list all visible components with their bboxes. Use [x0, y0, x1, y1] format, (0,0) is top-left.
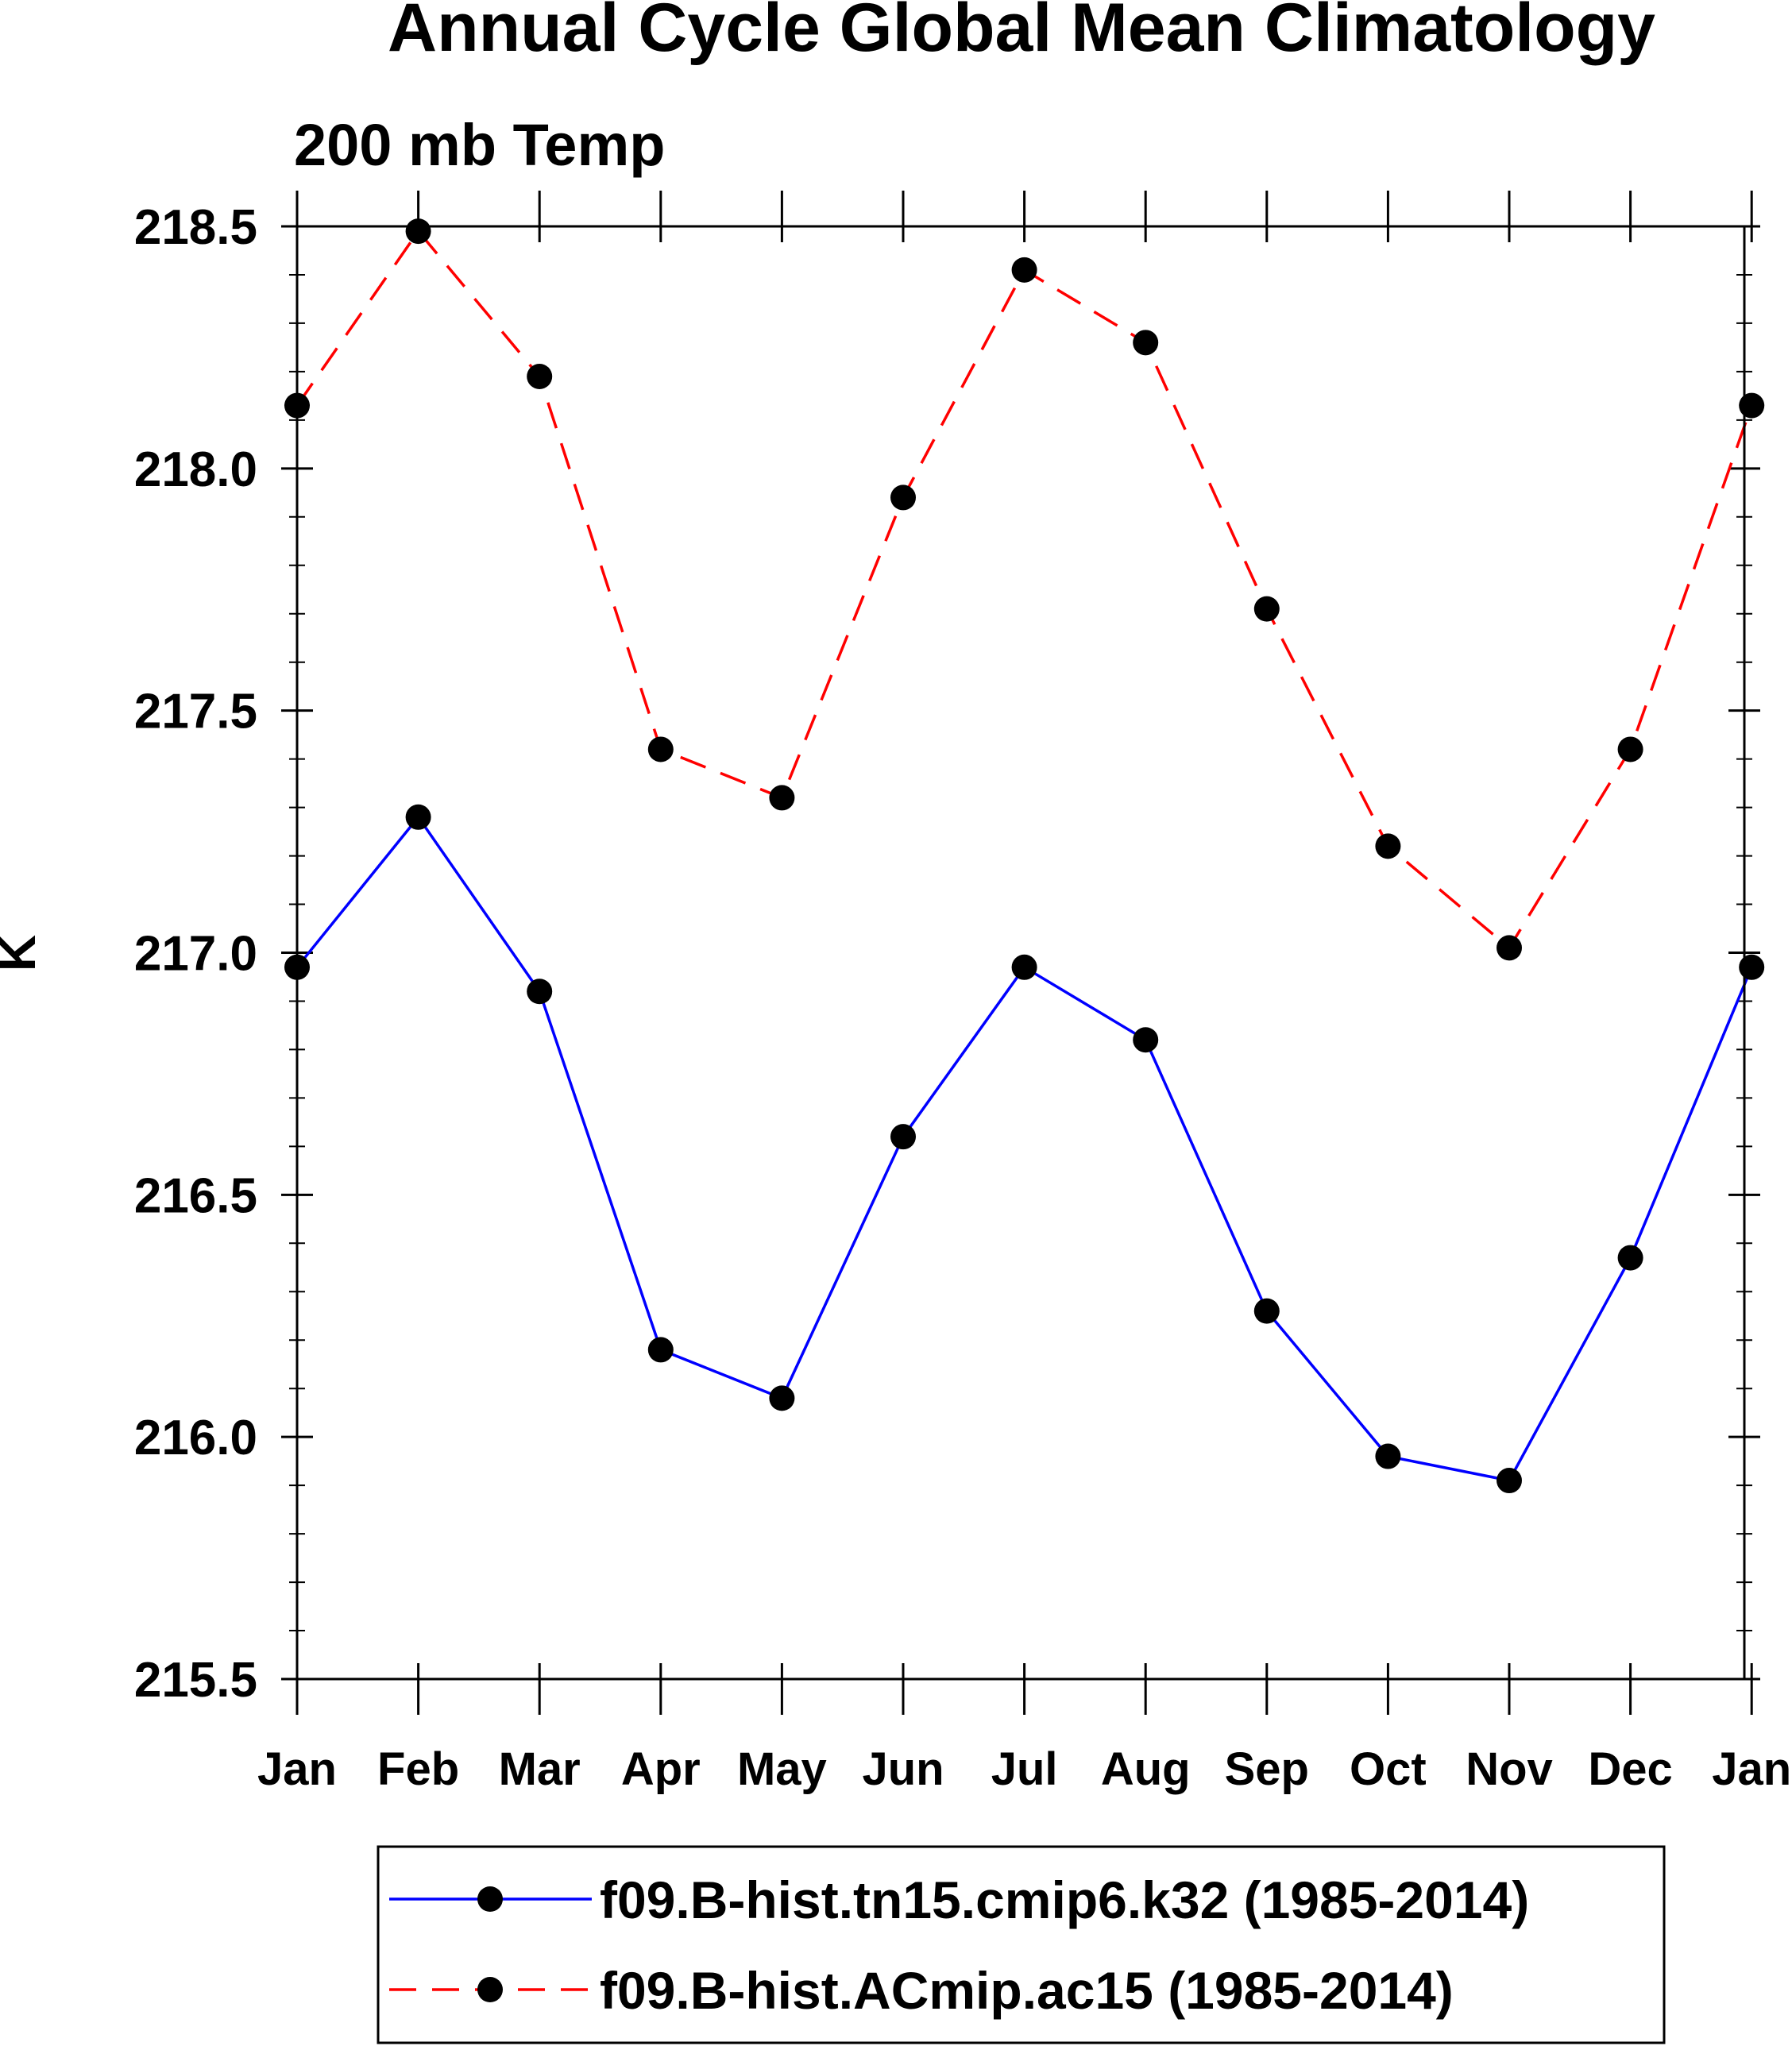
x-tick-label: Nov	[1466, 1743, 1553, 1795]
legend-items: f09.B-hist.tn15.cmip6.k32 (1985-2014) f09…	[389, 1870, 1529, 2020]
series-1-point	[405, 804, 431, 830]
y-tick-label: 217.0	[134, 927, 257, 982]
x-tick-label: Jul	[991, 1743, 1058, 1795]
minor-ticks	[289, 273, 1752, 1632]
series-layer	[284, 218, 1765, 1494]
series-2-point	[1133, 330, 1159, 356]
series-line-2	[295, 229, 1753, 951]
y-axis-label: K	[0, 935, 46, 971]
series-2-point	[647, 736, 674, 762]
x-tick-label: Jun	[862, 1743, 944, 1795]
series-1-point	[527, 979, 553, 1005]
legend-label-2: f09.B-hist.ACmip.ac15 (1985-2014)	[600, 1961, 1454, 2020]
chart-subtitle: 200 mb Temp	[294, 112, 665, 178]
major-ticks	[281, 191, 1760, 1715]
series-1-point	[1375, 1443, 1401, 1469]
legend-box	[377, 1845, 1666, 2044]
series-2-point	[890, 484, 916, 511]
x-tick-label: Apr	[621, 1743, 701, 1795]
series-line-1	[295, 814, 1753, 1482]
x-tick-labels: Jan Feb Mar Apr May Jun Jul Aug Sep Oct Nov Dec Jan	[257, 1743, 1791, 1795]
series-1-point	[890, 1124, 916, 1150]
y-tick-label: 217.5	[134, 685, 257, 739]
x-tick-label: May	[737, 1743, 827, 1795]
y-tick-label: 215.5	[134, 1653, 257, 1708]
series-1-point	[1497, 1468, 1522, 1494]
legend-marker-1	[477, 1886, 503, 1912]
y-tick-labels: 218.5 218.0 217.5 217.0 216.5 216.0 215.5	[134, 200, 257, 1708]
series-1-point	[1253, 1298, 1280, 1324]
series-2-point	[1011, 257, 1037, 283]
x-tick-label: Mar	[499, 1743, 581, 1795]
y-tick-label: 216.5	[134, 1168, 257, 1223]
series-1-point	[1617, 1245, 1643, 1271]
y-tick-label: 218.5	[134, 200, 257, 255]
x-tick-label: Sep	[1225, 1743, 1309, 1795]
series-1-point	[1739, 954, 1765, 980]
series-2-point	[1617, 736, 1643, 762]
series-2-point	[527, 363, 553, 389]
series-1-point	[769, 1385, 795, 1411]
series-2-point	[1497, 935, 1522, 961]
chart-title: Annual Cycle Global Mean Climatology	[388, 0, 1655, 66]
series-2-point	[769, 785, 795, 811]
legend: f09.B-hist.tn15.cmip6.k32 (1985-2014) f09…	[377, 1845, 1666, 2044]
series-2-point	[1375, 833, 1401, 859]
series-1-point	[1011, 954, 1037, 980]
legend-marker-2	[477, 1977, 503, 2002]
x-tick-label: Oct	[1350, 1743, 1427, 1795]
y-tick-label: 218.0	[134, 442, 257, 497]
x-tick-label: Jan	[1712, 1743, 1791, 1795]
plot-frame	[295, 225, 1746, 1681]
series-2-point	[405, 218, 431, 245]
x-tick-label: Feb	[377, 1743, 459, 1795]
series-1-point	[1133, 1027, 1159, 1053]
series-1-point	[647, 1337, 674, 1363]
x-tick-label: Dec	[1588, 1743, 1672, 1795]
legend-label-1: f09.B-hist.tn15.cmip6.k32 (1985-2014)	[600, 1870, 1529, 1929]
series-2-point	[1739, 392, 1765, 419]
y-tick-label: 216.0	[134, 1411, 257, 1465]
x-tick-label: Jan	[257, 1743, 337, 1795]
x-tick-label: Aug	[1101, 1743, 1191, 1795]
series-2-point	[1253, 596, 1280, 622]
